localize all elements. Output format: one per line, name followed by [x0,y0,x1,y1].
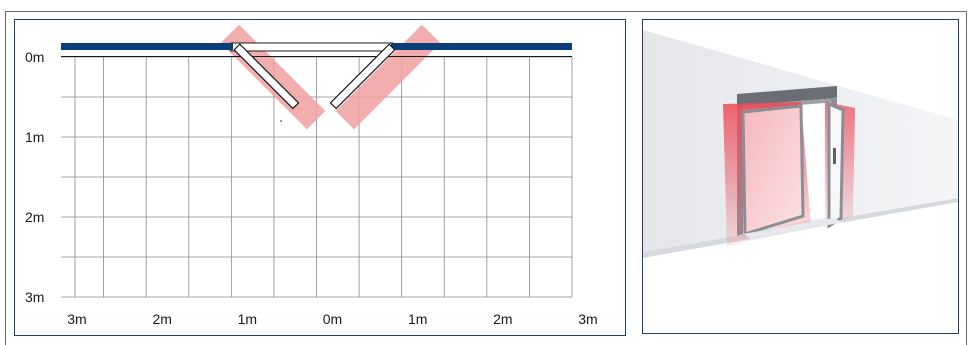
y-axis-label: 3m [25,289,44,305]
x-axis-label: 3m [67,311,86,327]
outer-left-rule [5,11,6,345]
x-axis-label: 2m [152,311,171,327]
marker-dot [280,120,282,122]
door-opening-threshold [230,42,394,52]
outer-right-rule [966,11,967,345]
wall-left [61,43,233,50]
door-3d-illustration [643,30,958,258]
door-leaf-right [329,43,396,110]
x-axis-label: 2m [493,311,512,327]
door-operator-header [737,86,837,106]
door-leaf-left [741,104,805,237]
grid-lines [61,56,573,298]
y-axis-labels: 0m 1m 2m 3m [25,49,44,305]
floor-shadow [743,218,843,240]
wall-segments [61,42,572,57]
x-axis-labels: 3m 2m 1m 0m 1m 2m 3m [67,311,597,327]
door-leaf-right [827,101,845,229]
door-handle [833,148,836,164]
floor-plan-panel: 0m 1m 2m 3m 3m 2m 1m 0m 1m 2m 3m [14,19,626,336]
y-axis-label: 2m [25,209,44,225]
outer-top-rule [5,11,967,12]
y-axis-label: 0m [25,49,44,65]
x-axis-label: 1m [408,311,427,327]
door-leaves [233,43,396,122]
x-axis-label: 3m [578,311,597,327]
door-illustration-panel [642,19,959,334]
x-axis-label: 1m [238,311,257,327]
sensor-zones [220,24,441,130]
door-leaf-left [233,43,300,110]
y-axis-label: 1m [25,129,44,145]
x-axis-label: 0m [323,311,342,327]
floor-plan-diagram: 0m 1m 2m 3m 3m 2m 1m 0m 1m 2m 3m [25,24,598,327]
wall-right [391,43,572,50]
sensor-zone-right [335,24,441,130]
